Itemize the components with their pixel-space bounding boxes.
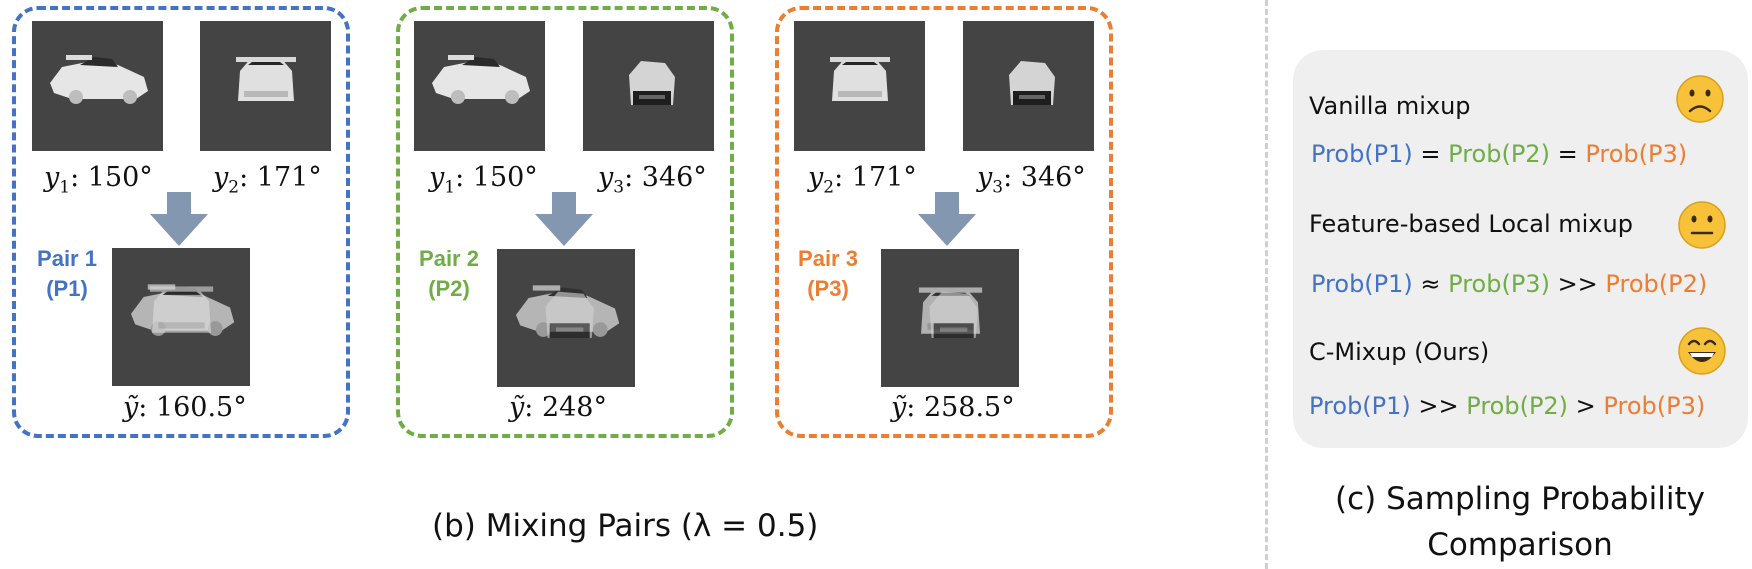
method-name-vanilla: Vanilla mixup — [1309, 92, 1471, 120]
pair1-panel — [12, 6, 350, 438]
caption-c: (c) Sampling Probability Comparison — [1335, 481, 1705, 563]
prob-row-c-mixup: Prob(P1) >> Prob(P2) > Prob(P3) — [1309, 392, 1706, 420]
pair2-image-right — [583, 21, 714, 151]
down-arrow-icon — [150, 192, 208, 246]
pair3-mixed-image — [881, 249, 1019, 387]
grinning-face-icon — [1678, 327, 1726, 375]
pair3-mixed-label: ỹ: 258.5° — [891, 392, 1015, 423]
down-arrow-icon — [918, 192, 976, 246]
pair1-label: Pair 1 (P1) — [37, 246, 97, 301]
comparison-box — [1293, 50, 1748, 448]
divider — [1265, 0, 1268, 569]
pair3-label: Pair 3 (P3) — [798, 246, 858, 301]
method-name-c-mixup: C-Mixup (Ours) — [1309, 338, 1490, 366]
pair1-image-left — [32, 21, 163, 151]
pair2-label: Pair 2 (P2) — [419, 246, 479, 301]
pair3-left-label: y2: 171° — [808, 162, 917, 198]
caption-b: (b) Mixing Pairs (λ = 0.5) — [432, 508, 819, 544]
prob-row-vanilla: Prob(P1) = Prob(P2) = Prob(P3) — [1311, 140, 1688, 168]
pair1-left-label: y1: 150° — [44, 162, 153, 198]
down-arrow-icon — [535, 192, 593, 246]
pair1-mixed-label: ỹ: 160.5° — [123, 392, 247, 423]
pair2-mixed-label: ỹ: 248° — [509, 392, 607, 423]
pair3-image-left — [794, 21, 925, 151]
frowning-face-icon — [1676, 75, 1724, 123]
pair1-image-right — [200, 21, 331, 151]
pair3-panel — [775, 6, 1113, 438]
pair1-mixed-image — [112, 248, 250, 386]
pair3-image-right — [963, 21, 1094, 151]
pair2-image-left — [414, 21, 545, 151]
pair1-right-label: y2: 171° — [213, 162, 322, 198]
neutral-face-icon — [1678, 201, 1726, 249]
pair2-mixed-image — [497, 249, 635, 387]
pair2-right-label: y3: 346° — [598, 162, 707, 198]
prob-row-local-mixup: Prob(P1) ≈ Prob(P3) >> Prob(P2) — [1311, 270, 1708, 298]
pair2-left-label: y1: 150° — [429, 162, 538, 198]
pair2-panel — [396, 6, 734, 438]
method-name-local-mixup: Feature-based Local mixup — [1309, 210, 1633, 238]
pair3-right-label: y3: 346° — [977, 162, 1086, 198]
